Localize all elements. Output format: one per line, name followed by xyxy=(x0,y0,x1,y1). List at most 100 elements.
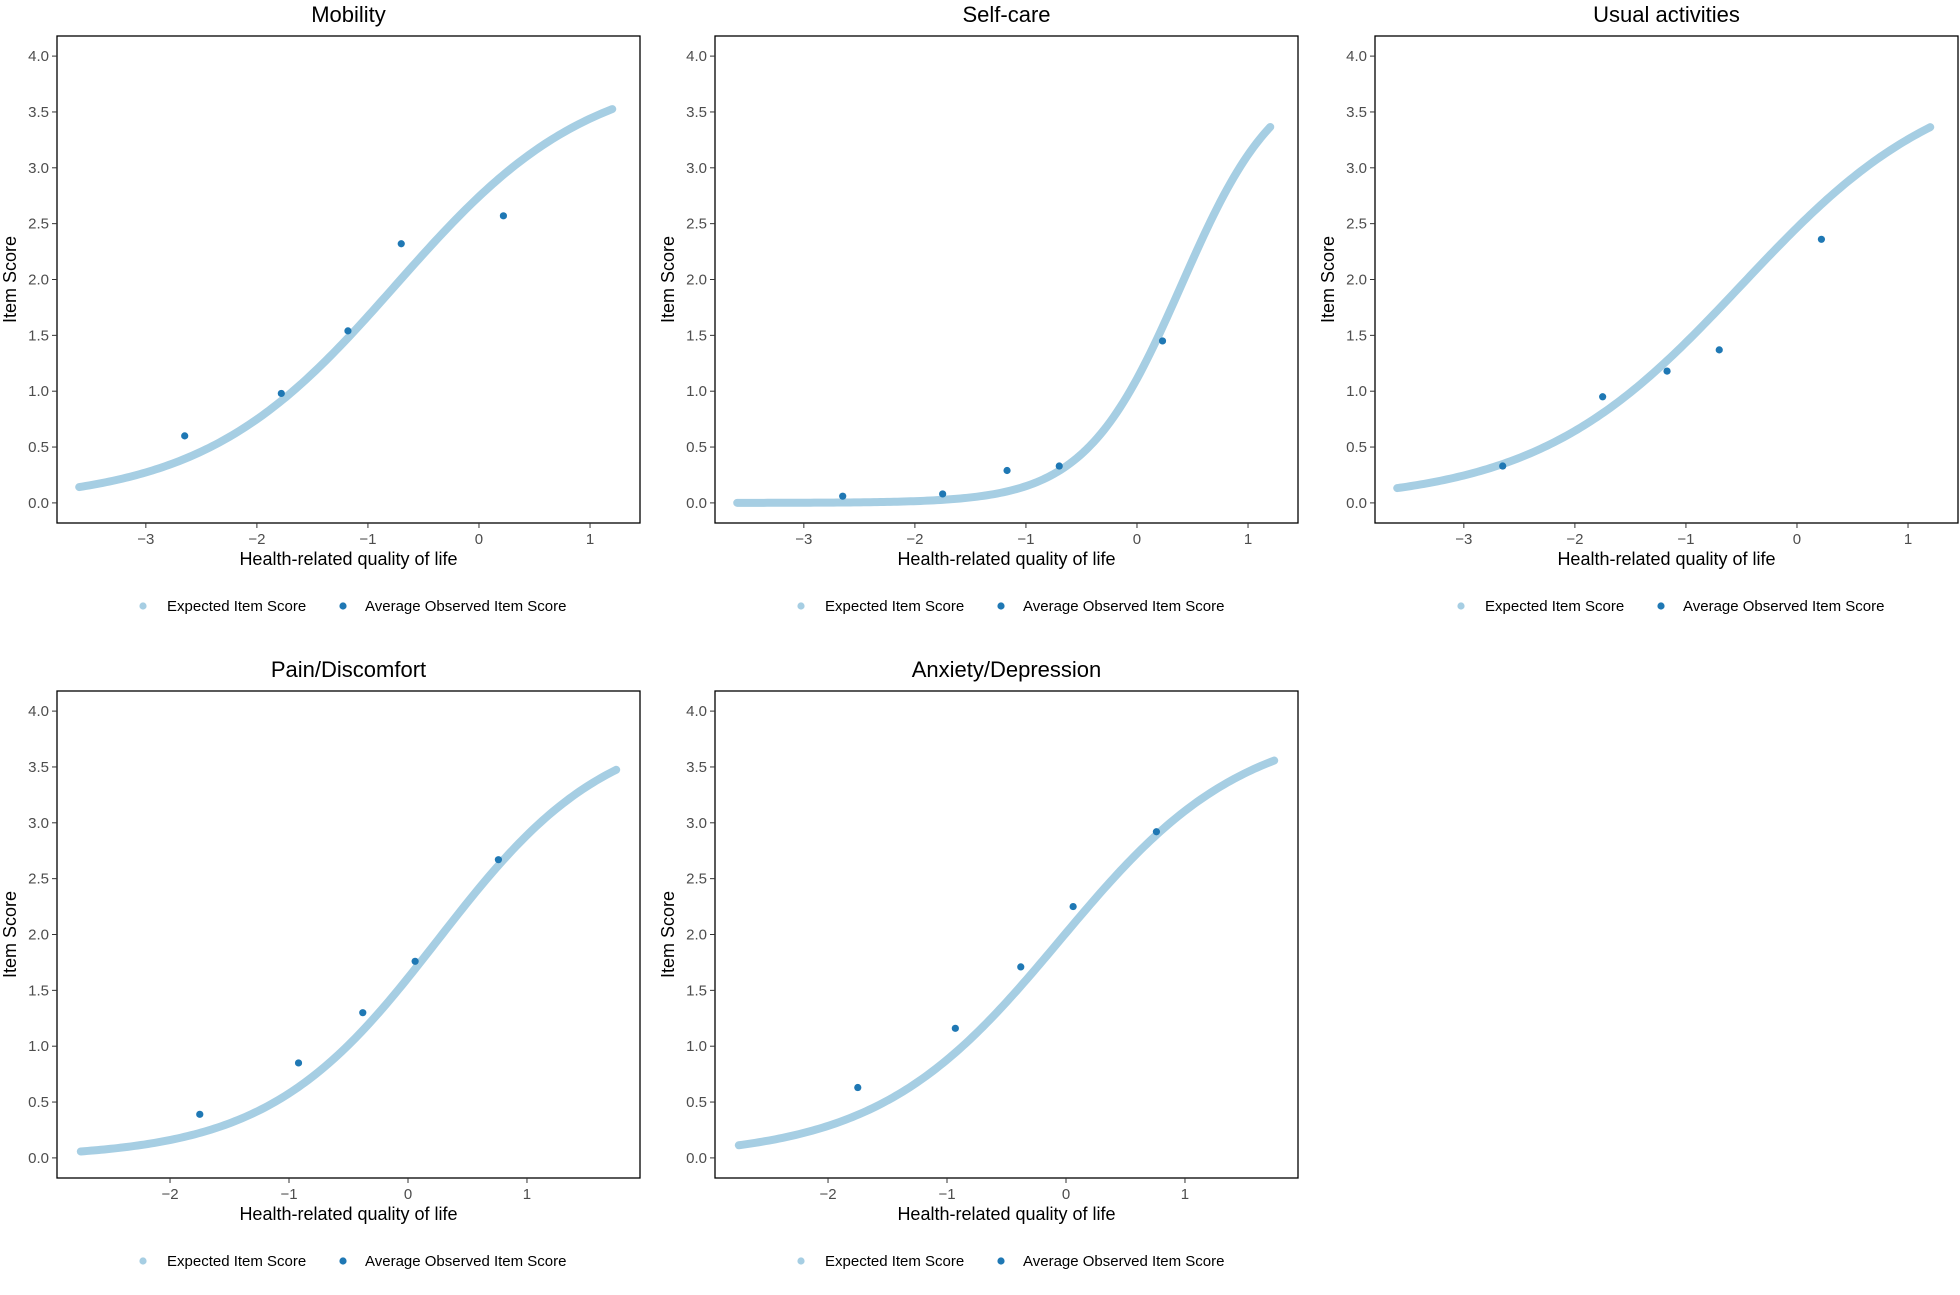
expected-item-score-curve xyxy=(733,122,1275,507)
chart-title: Pain/Discomfort xyxy=(271,657,426,682)
x-axis-title: Health-related quality of life xyxy=(239,549,457,569)
x-tick-label: 1 xyxy=(1181,1186,1189,1203)
chart-title: Usual activities xyxy=(1593,2,1740,27)
observed-point xyxy=(359,1009,367,1017)
observed-point xyxy=(1069,902,1077,911)
plot-frame xyxy=(714,35,1299,524)
observed-point xyxy=(854,1083,862,1092)
expected-item-score-curve xyxy=(734,756,1279,1150)
legend-key-expected xyxy=(139,602,147,610)
observed-point xyxy=(1663,367,1671,375)
observed-point xyxy=(499,212,508,220)
observed-point xyxy=(1055,462,1063,470)
x-tick-label: −3 xyxy=(1455,531,1472,548)
y-tick-label: 0.0 xyxy=(28,495,49,512)
x-axis-title: Health-related quality of life xyxy=(239,1204,457,1224)
y-tick-label: 0.5 xyxy=(28,439,49,456)
x-tick-label: −2 xyxy=(819,1186,836,1203)
y-tick-label: 0.0 xyxy=(686,1150,707,1167)
y-tick-label: 2.0 xyxy=(686,927,707,944)
chart-title: Anxiety/Depression xyxy=(912,657,1102,682)
chart-title: Mobility xyxy=(311,2,386,27)
y-tick-label: 0.5 xyxy=(1346,439,1367,456)
legend-key-expected xyxy=(139,1257,147,1265)
legend-label-observed: Average Observed Item Score xyxy=(365,1253,567,1270)
y-tick-label: 1.0 xyxy=(686,1038,707,1055)
observed-point xyxy=(1017,963,1025,971)
y-tick-label: 3.5 xyxy=(686,759,707,776)
x-tick-label: −2 xyxy=(1566,531,1583,548)
y-tick-label: 1.5 xyxy=(28,982,49,999)
y-tick-label: 1.5 xyxy=(686,327,707,344)
observed-point xyxy=(1003,466,1011,475)
legend-label-expected: Expected Item Score xyxy=(1485,598,1624,615)
chart-svg: Pain/Discomfort 0.0 0.5 1.0 1.5 2.0 2.5 3.0 3.5 4… xyxy=(0,657,641,1270)
y-tick-label: 3.0 xyxy=(28,815,49,832)
expected-item-score-curve xyxy=(75,105,617,492)
observed-point xyxy=(196,1110,204,1118)
y-tick-label: 3.0 xyxy=(1346,160,1367,177)
legend-key-observed xyxy=(1657,602,1665,610)
x-tick-label: 1 xyxy=(523,1186,531,1203)
x-tick-label: −1 xyxy=(280,1186,297,1203)
plot-frame xyxy=(1374,35,1959,524)
x-tick-label: −2 xyxy=(161,1186,178,1203)
y-tick-label: 2.0 xyxy=(686,272,707,289)
legend-label-expected: Expected Item Score xyxy=(167,598,306,615)
chart-title: Self-care xyxy=(962,2,1050,27)
observed-point xyxy=(344,327,352,335)
y-axis-title: Item Score xyxy=(658,236,678,323)
chart-panel-self-care: Self-care 0.0 0.5 1.0 1.5 2.0 2.5 3.0 3.5 4.0 −3 −2… xyxy=(658,0,1308,640)
observed-point xyxy=(494,856,503,864)
legend-key-expected xyxy=(797,1257,805,1265)
y-tick-label: 1.5 xyxy=(686,982,707,999)
observed-point xyxy=(1599,393,1607,401)
observed-point xyxy=(951,1024,959,1032)
y-tick-label: 3.5 xyxy=(28,104,49,121)
y-tick-label: 2.5 xyxy=(686,871,707,888)
y-tick-label: 4.0 xyxy=(1346,48,1367,65)
y-tick-label: 1.0 xyxy=(1346,383,1367,400)
x-tick-label: 0 xyxy=(1793,531,1801,548)
y-tick-label: 4.0 xyxy=(686,48,707,65)
legend-key-observed xyxy=(339,602,347,610)
legend-label-observed: Average Observed Item Score xyxy=(1683,598,1885,615)
observed-point xyxy=(277,389,285,398)
y-tick-label: 0.5 xyxy=(686,439,707,456)
y-tick-label: 2.0 xyxy=(1346,272,1367,289)
x-tick-label: 0 xyxy=(404,1186,412,1203)
observed-point xyxy=(181,432,189,440)
observed-point xyxy=(1817,235,1826,243)
legend-label-observed: Average Observed Item Score xyxy=(365,598,567,615)
x-tick-label: −3 xyxy=(137,531,154,548)
plot-frame xyxy=(714,690,1299,1179)
chart-svg: Usual activities 0.0 0.5 1.0 1.5 2.0 2.5 3.0 3.5… xyxy=(1318,2,1959,615)
y-tick-label: 2.5 xyxy=(1346,216,1367,233)
legend-key-observed xyxy=(339,1257,347,1265)
chart-panel-usual-activities: Usual activities 0.0 0.5 1.0 1.5 2.0 2.5 3.0 3.5… xyxy=(1318,0,1960,640)
x-tick-label: −1 xyxy=(359,531,376,548)
observed-point xyxy=(939,490,947,498)
x-tick-label: 1 xyxy=(586,531,594,548)
y-tick-label: 0.0 xyxy=(28,1150,49,1167)
observed-point xyxy=(411,957,419,965)
y-tick-label: 1.0 xyxy=(28,383,49,400)
y-tick-label: 3.5 xyxy=(1346,104,1367,121)
x-tick-label: 0 xyxy=(1133,531,1141,548)
y-tick-label: 2.5 xyxy=(28,216,49,233)
x-axis-title: Health-related quality of life xyxy=(897,1204,1115,1224)
plot-frame xyxy=(56,35,641,524)
y-tick-label: 0.5 xyxy=(686,1094,707,1111)
y-tick-label: 3.0 xyxy=(686,815,707,832)
y-tick-label: 3.5 xyxy=(686,104,707,121)
x-tick-label: 0 xyxy=(475,531,483,548)
y-tick-label: 2.0 xyxy=(28,927,49,944)
x-axis-title: Health-related quality of life xyxy=(897,549,1115,569)
expected-item-score-curve xyxy=(76,765,621,1156)
chart-svg: Anxiety/Depression 0.0 0.5 1.0 1.5 2.0 2.5 3.0 3… xyxy=(658,657,1299,1270)
y-tick-label: 4.0 xyxy=(28,703,49,720)
legend-label-observed: Average Observed Item Score xyxy=(1023,1253,1225,1270)
observed-point xyxy=(1715,346,1723,354)
x-tick-label: −2 xyxy=(248,531,265,548)
x-tick-label: −1 xyxy=(1017,531,1034,548)
